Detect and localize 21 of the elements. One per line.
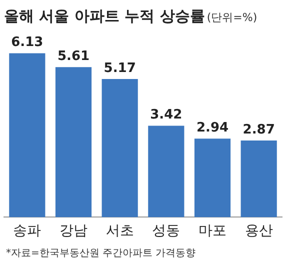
bar [148, 126, 184, 218]
data-label: 3.42 [150, 108, 182, 123]
data-label: 2.87 [242, 122, 275, 138]
bar [102, 78, 138, 218]
bar [55, 67, 92, 218]
chart-title: 올해 서울 아파트 누적 상승률 [4, 7, 205, 25]
x-tick-label: 용산 [244, 223, 273, 240]
data-label: 6.13 [11, 35, 44, 50]
data-label: 2.94 [196, 120, 229, 136]
x-tick-label: 강남 [60, 223, 88, 240]
text: *자료=한국부동산원 주간아파트 가격동향 [5, 247, 197, 260]
x-tick-label: 마포 [198, 223, 226, 240]
bar [9, 53, 46, 218]
data-label: 5.17 [104, 60, 136, 76]
x-tick-label: 송파 [13, 223, 42, 240]
data-label: 5.61 [57, 49, 90, 64]
x-tick-label: 서초 [106, 223, 134, 240]
bar [194, 138, 231, 218]
x-tick-label: 성동 [152, 223, 180, 240]
bar [240, 140, 277, 218]
chart-subtitle: (단위=%) [206, 11, 258, 24]
